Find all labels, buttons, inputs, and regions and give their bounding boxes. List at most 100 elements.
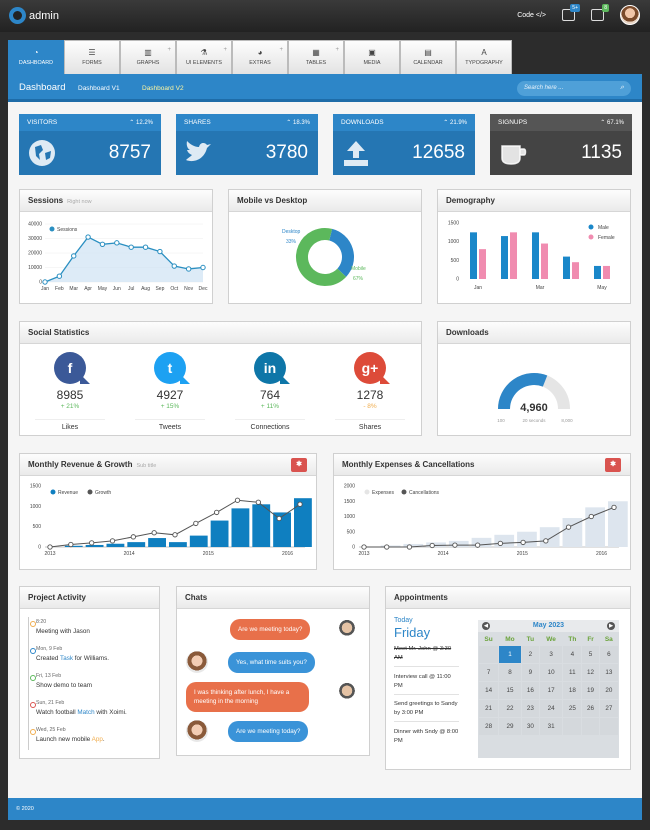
calendar-icon[interactable]: 8 [591, 4, 609, 21]
data-point [520, 539, 526, 546]
tab-tables[interactable]: ▦ TABLES + [288, 40, 344, 74]
data-point [151, 530, 157, 536]
activity-item[interactable]: Wed, 25 Feb Launch new mobile App. [30, 726, 105, 744]
calendar-week-row: 21 22 23 24 25 26 27 [479, 700, 618, 717]
stat-label: VISITORS [27, 119, 58, 126]
activity-item[interactable]: Mon, 9 Feb Created Task for Williams. [30, 645, 109, 663]
linkedin-icon[interactable]: in [254, 352, 286, 384]
social-item-likes[interactable]: f 8985 + 21% Likes [28, 352, 112, 431]
social-item-shares[interactable]: g+ 1278- 8% Shares [328, 352, 412, 431]
expenses-panel: Monthly Expenses & Cancellations ✱ 0 500 10… [333, 453, 631, 570]
chat-message: Yes, what time suits you? [228, 652, 315, 673]
next-month-icon[interactable]: ▶ [607, 622, 615, 630]
gear-icon[interactable]: ✱ [605, 458, 621, 472]
calendar-day[interactable]: 12 [582, 664, 599, 681]
data-point [361, 544, 367, 550]
upload-icon-glyph [344, 141, 368, 166]
tab-forms[interactable]: ☰ FORMS [64, 40, 120, 74]
x-tick-label: 2016 [282, 551, 293, 557]
appointment-item[interactable]: Dinner with Sndy @ 8:00 PM [394, 729, 459, 744]
activity-date: 8:20 [36, 619, 47, 625]
bar-revenue [210, 520, 229, 547]
calendar-day[interactable]: 14 [479, 682, 499, 699]
tab-calendar[interactable]: ▤ CALENDAR [400, 40, 456, 74]
tab-extras[interactable]: ◕ EXTRAS + [232, 40, 288, 74]
calendar-day[interactable]: 27 [599, 700, 618, 717]
calendar-day[interactable]: 26 [582, 700, 599, 717]
calendar-day[interactable]: 5 [582, 646, 599, 663]
activity-item[interactable]: Sun, 21 Feb Watch football Match with Xoi… [30, 699, 127, 717]
x-tick-label: 2014 [438, 551, 449, 557]
calendar-day[interactable]: 3 [539, 646, 563, 663]
tab-dashboard[interactable]: ◔ DASHBOARD [8, 40, 64, 74]
calendar-day[interactable]: 22 [499, 700, 521, 717]
calendar-day[interactable]: 21 [479, 700, 499, 717]
tab-graphs[interactable]: ▥ GRAPHS + [120, 40, 176, 74]
calendar-day[interactable]: 19 [582, 682, 599, 699]
calendar-day[interactable]: 7 [479, 664, 499, 681]
gear-icon[interactable]: ✱ [291, 458, 307, 472]
calendar-day[interactable]: 4 [563, 646, 582, 663]
tab-ui-elements[interactable]: ⚗ UI ELEMENTS + [176, 40, 232, 74]
appointment-item[interactable]: Interview call @ 11:00 PM [394, 673, 459, 695]
calendar-day[interactable]: 24 [539, 700, 563, 717]
calendar-day[interactable]: 16 [521, 682, 539, 699]
appointment-item[interactable]: Send greetings to Sandy by 3:00 PM [394, 700, 459, 722]
activity-link[interactable]: App [91, 736, 103, 743]
code-button[interactable]: Code </> [517, 11, 546, 19]
calendar-day[interactable]: 13 [599, 664, 618, 681]
social-item-tweets[interactable]: t 4927 + 15% Tweets [128, 352, 212, 431]
calendar-day[interactable]: 1 [499, 646, 521, 663]
calendar-day[interactable]: 25 [563, 700, 582, 717]
calendar-day[interactable]: 9 [521, 664, 539, 681]
user-avatar[interactable] [620, 5, 640, 25]
calendar-day[interactable]: 20 [599, 682, 618, 699]
activity-item[interactable]: 8:20 Meeting with Jason [30, 618, 90, 636]
prev-month-icon[interactable]: ◀ [482, 622, 490, 630]
googleplus-icon[interactable]: g+ [354, 352, 386, 384]
appointment-item[interactable]: Meet Mr. John @ 3:30 AM [394, 645, 459, 667]
calendar-day[interactable]: 18 [563, 682, 582, 699]
breadcrumb-dashboard-v1[interactable]: Dashboard V1 [78, 85, 120, 92]
calendar-day[interactable]: 6 [599, 646, 618, 663]
activity-link[interactable]: Match [77, 709, 95, 716]
calendar-day[interactable]: 28 [479, 718, 499, 735]
calendar-month: May 2023 [532, 622, 565, 629]
calendar-day[interactable]: 15 [499, 682, 521, 699]
facebook-icon[interactable]: f [54, 352, 86, 384]
calendar-day[interactable]: 31 [539, 718, 563, 735]
social-change: + 15% [160, 403, 180, 410]
plus-icon: + [167, 47, 171, 53]
calendar-day[interactable]: 17 [539, 682, 563, 699]
calendar-day[interactable]: 10 [539, 664, 563, 681]
appointments-panel: Appointments Today Friday Meet Mr. John … [385, 586, 631, 770]
activity-item[interactable]: Fri, 13 Feb Show demo to team [30, 672, 92, 690]
bar-expenses [608, 501, 628, 547]
data-point [200, 264, 206, 271]
film-icon[interactable]: 5+ [562, 4, 580, 21]
calendar-empty-cell [479, 646, 499, 663]
twitter-icon[interactable]: t [154, 352, 186, 384]
search-input[interactable]: Search here ... ⌕ [517, 81, 631, 96]
calendar-day[interactable]: 2 [521, 646, 539, 663]
bar-male [532, 232, 539, 279]
social-item-connections[interactable]: in 764 + 11% Connections [228, 352, 312, 431]
search-icon[interactable]: ⌕ [620, 84, 624, 91]
calendar-day[interactable]: 11 [563, 664, 582, 681]
breadcrumb-dashboard-v2[interactable]: Dashboard V2 [142, 85, 184, 92]
calendar-day[interactable]: 23 [521, 700, 539, 717]
calendar-day[interactable]: 29 [499, 718, 521, 735]
tab-typography[interactable]: A TYPOGRAPHY [456, 40, 512, 74]
y-tick-label: 1500 [448, 221, 459, 227]
chat-message: I was thinking after lunch, I have a mee… [186, 682, 309, 712]
calendar-day[interactable]: 30 [521, 718, 539, 735]
y-tick-label: 0 [38, 545, 41, 551]
chat-message: Are we meeting today? [230, 619, 311, 640]
bar-revenue [231, 508, 250, 547]
activity-link[interactable]: Task [60, 655, 73, 662]
tab-media[interactable]: ▣ MEDIA [344, 40, 400, 74]
x-tick-label: Aug [141, 286, 150, 292]
logo[interactable]: admin [9, 7, 59, 24]
calendar-day[interactable]: 8 [499, 664, 521, 681]
stat-card-downloads: DOWNLOADS ⌃ 21.9% 12658 [333, 114, 475, 175]
